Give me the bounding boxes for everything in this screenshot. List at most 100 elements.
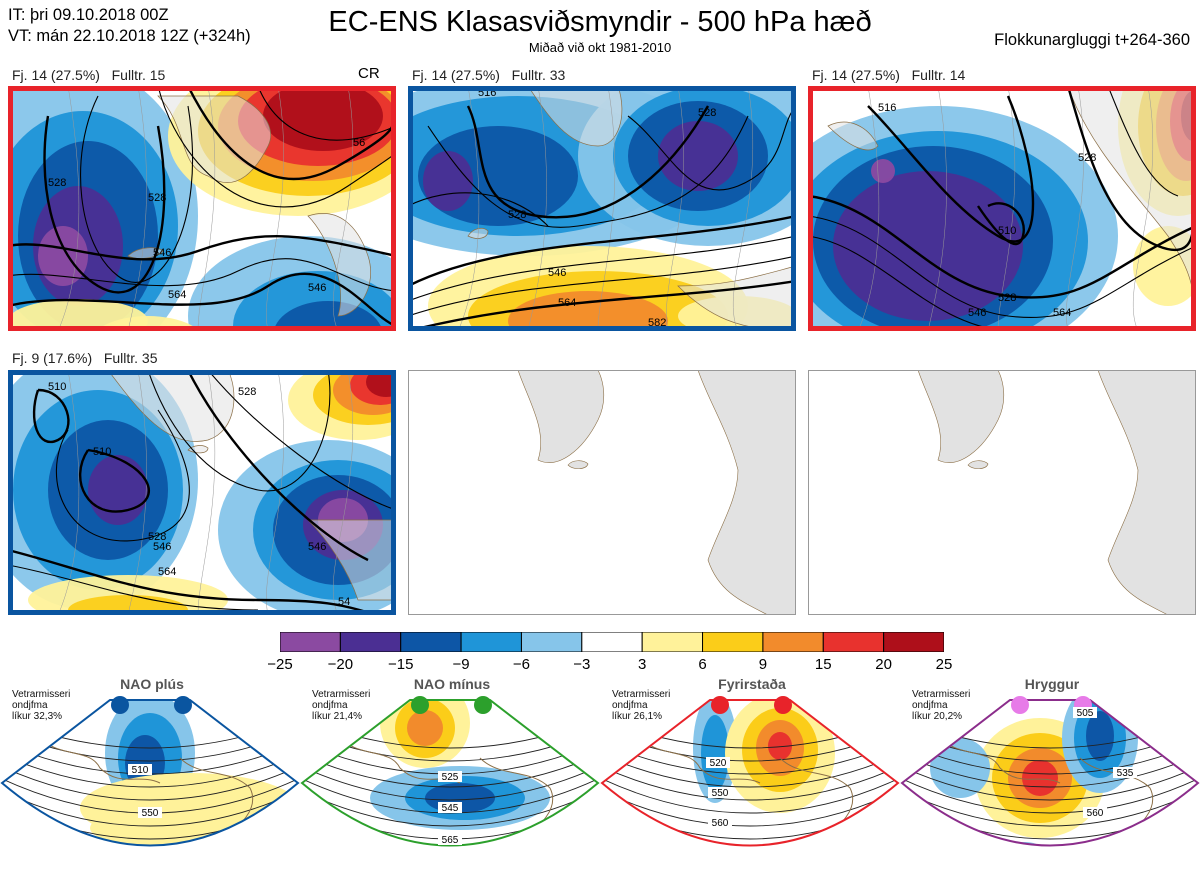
regime-contour bbox=[902, 741, 1198, 775]
contour-label: 546 bbox=[308, 541, 326, 553]
graticule-line bbox=[666, 86, 684, 331]
colorbar-tick-label: −20 bbox=[327, 656, 354, 673]
cluster-1-fraction: Fj. 14 (27.5%) bbox=[12, 67, 100, 83]
regime-contour-label: 560 bbox=[712, 818, 729, 829]
regime-map-1: 510 550 bbox=[0, 696, 300, 847]
init-time: IT: þri 09.10.2018 00Z VT: mán 22.10.201… bbox=[8, 5, 251, 47]
height-contour bbox=[186, 370, 369, 562]
cluster-3-label: Fj. 14 (27.5%) Fulltr. 14 bbox=[812, 67, 965, 83]
colorbar-tick-label: 6 bbox=[698, 656, 707, 673]
height-contour bbox=[8, 564, 259, 611]
cluster-2-rep: Fulltr. 33 bbox=[511, 67, 566, 83]
regime-dot bbox=[411, 696, 429, 714]
cluster-map-1: 528 546 564 528 546 56 bbox=[8, 86, 396, 331]
regime-info: Vetrarmisseri ondjfma líkur 21,4% bbox=[312, 689, 370, 722]
cluster-frame bbox=[808, 86, 1196, 331]
graticule-line bbox=[332, 86, 354, 331]
land-shape bbox=[917, 370, 1005, 463]
land-shape bbox=[307, 519, 396, 601]
regime-label-bg bbox=[1073, 707, 1097, 718]
regime-dot bbox=[474, 696, 492, 714]
height-contour bbox=[408, 279, 796, 331]
contour-label: 546 bbox=[153, 247, 171, 259]
cluster-3-rep: Fulltr. 14 bbox=[911, 67, 966, 83]
graticule-line bbox=[127, 370, 147, 615]
cluster-4-label: Fj. 9 (17.6%) Fulltr. 35 bbox=[12, 350, 158, 366]
cluster-1-badge: CR bbox=[358, 65, 380, 82]
colorbar-tick-label: −3 bbox=[573, 656, 591, 673]
height-contour bbox=[8, 258, 396, 292]
land-shape bbox=[677, 265, 796, 331]
height-contour bbox=[157, 86, 396, 208]
graticule-line bbox=[457, 86, 480, 331]
regime-info-line: ondjfma bbox=[12, 700, 48, 711]
regime-dot bbox=[774, 696, 792, 714]
regime-name: Hryggur bbox=[1024, 676, 1080, 692]
regime-info-line: líkur 20,2% bbox=[912, 711, 963, 722]
anomaly-blob bbox=[88, 455, 148, 525]
regime-info-line: líkur 21,4% bbox=[312, 711, 363, 722]
height-contour bbox=[867, 95, 1035, 243]
height-contour bbox=[408, 214, 796, 288]
anomaly-blob bbox=[423, 151, 473, 211]
regime-contour bbox=[602, 753, 898, 788]
regime-label-bg bbox=[438, 802, 462, 813]
height-contour bbox=[466, 105, 710, 219]
regime-label-bg bbox=[438, 771, 462, 782]
graticule-line bbox=[57, 370, 80, 615]
regime-contour bbox=[602, 789, 898, 827]
regime-label-bg bbox=[706, 757, 730, 768]
regime-contour bbox=[900, 850, 1200, 878]
regime-info-line: ondjfma bbox=[912, 700, 948, 711]
land-shape bbox=[827, 121, 879, 151]
regime-anomaly bbox=[701, 715, 729, 791]
colorbar-tick-label: −15 bbox=[387, 656, 414, 673]
graticule-line bbox=[332, 370, 354, 615]
regime-contour bbox=[2, 765, 298, 801]
regime-dot bbox=[711, 696, 729, 714]
anomaly-blob bbox=[871, 159, 895, 183]
colorbar-segment bbox=[520, 632, 583, 652]
colorbar bbox=[280, 632, 944, 652]
colorbar-segment bbox=[339, 632, 402, 652]
regime-info-line: Vetrarmisseri bbox=[12, 689, 71, 700]
regime-contour bbox=[300, 850, 600, 878]
contour-label: 546 bbox=[548, 267, 566, 279]
regime-label-bg bbox=[128, 764, 152, 775]
contour-label: 56 bbox=[353, 137, 365, 149]
graticule-line bbox=[127, 86, 147, 331]
contour-label: 510 bbox=[93, 446, 111, 458]
height-contour bbox=[32, 388, 70, 444]
map-frame bbox=[408, 370, 796, 615]
contour-label: 546 bbox=[308, 282, 326, 294]
regime-contour-label: 520 bbox=[710, 758, 727, 769]
regime-info: Vetrarmisseri ondjfma líkur 20,2% bbox=[912, 689, 970, 722]
valid-time-text: VT: mán 22.10.2018 12Z (+324h) bbox=[8, 27, 251, 45]
regime-contour-label: 545 bbox=[442, 803, 459, 814]
height-contour bbox=[977, 202, 1025, 246]
land-shape bbox=[107, 370, 235, 442]
height-contour bbox=[55, 409, 190, 542]
init-time-text: IT: þri 09.10.2018 00Z bbox=[8, 6, 169, 24]
colorbar-tick-label: 25 bbox=[935, 656, 953, 673]
contour-label: 528 bbox=[508, 209, 526, 221]
colorbar-segment bbox=[762, 632, 824, 652]
contour-label: 564 bbox=[158, 566, 176, 578]
colorbar-segment bbox=[400, 632, 462, 652]
regime-anomaly bbox=[768, 732, 792, 760]
regime-info-line: Vetrarmisseri bbox=[912, 689, 971, 700]
contour-label: 564 bbox=[168, 289, 186, 301]
height-contour bbox=[8, 235, 396, 261]
anomaly-blob bbox=[8, 299, 148, 331]
cluster-map-3: 516 510 528 546 564 528 bbox=[808, 86, 1196, 331]
regime-contour bbox=[602, 741, 898, 775]
regime-anomaly bbox=[407, 710, 443, 746]
height-contour bbox=[78, 448, 150, 513]
height-contour bbox=[808, 215, 1196, 319]
contour-label: 564 bbox=[1053, 307, 1071, 319]
regime-anomaly bbox=[1086, 711, 1114, 761]
regime-contour bbox=[602, 765, 898, 801]
page-title: EC-ENS Klasasviðsmyndir - 500 hPa hæð bbox=[328, 6, 872, 38]
regime-contour bbox=[902, 777, 1198, 814]
